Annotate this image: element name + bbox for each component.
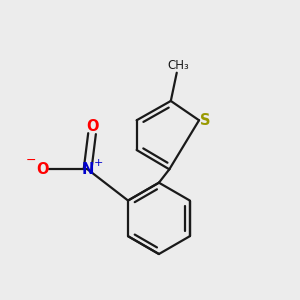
Text: O: O [86,119,98,134]
Text: O: O [36,162,49,177]
Text: N: N [81,162,94,177]
Text: CH₃: CH₃ [167,59,189,72]
Text: +: + [94,158,104,168]
Text: S: S [200,113,211,128]
Text: −: − [26,154,36,167]
